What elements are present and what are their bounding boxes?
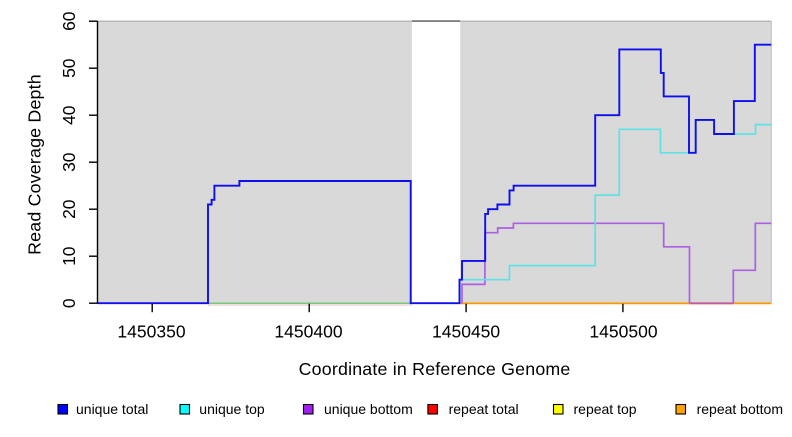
svg-text:60: 60: [59, 11, 79, 31]
svg-text:1450400: 1450400: [274, 322, 342, 342]
svg-text:1450450: 1450450: [432, 322, 500, 342]
svg-text:repeat top: repeat top: [574, 401, 637, 417]
svg-text:unique top: unique top: [199, 401, 265, 417]
svg-text:unique total: unique total: [76, 401, 148, 417]
svg-text:1450350: 1450350: [117, 322, 185, 342]
svg-text:repeat total: repeat total: [449, 401, 519, 417]
svg-text:unique bottom: unique bottom: [324, 401, 413, 417]
svg-text:Read Coverage Depth: Read Coverage Depth: [25, 74, 45, 255]
svg-text:50: 50: [59, 58, 79, 78]
svg-text:Coordinate in Reference Genome: Coordinate in Reference Genome: [299, 359, 571, 379]
svg-text:20: 20: [59, 199, 79, 219]
svg-text:0: 0: [59, 298, 79, 308]
svg-text:10: 10: [59, 246, 79, 266]
svg-text:repeat bottom: repeat bottom: [697, 401, 783, 417]
svg-text:30: 30: [59, 152, 79, 172]
svg-text:1450500: 1450500: [589, 322, 657, 342]
svg-text:40: 40: [59, 105, 79, 125]
